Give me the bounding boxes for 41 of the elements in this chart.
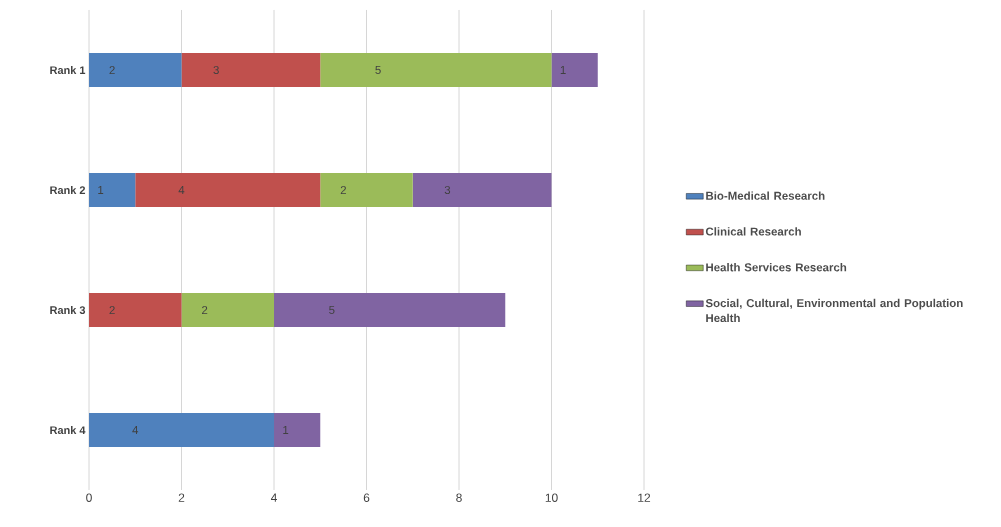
data-label: 2 [109, 65, 115, 74]
bar [551, 52, 598, 87]
data-label: 2 [340, 185, 346, 194]
x-tick-label: 12 [638, 493, 651, 502]
y-tick-label: Rank 2 [50, 185, 86, 195]
bar [89, 292, 182, 327]
x-tick-label: 10 [545, 493, 558, 502]
data-label: 1 [283, 426, 289, 434]
data-label: 1 [560, 66, 566, 74]
data-label: 3 [444, 185, 451, 195]
bar [89, 412, 275, 447]
x-tick-label: 6 [363, 493, 370, 502]
y-tick-label: Rank 3 [50, 305, 86, 315]
data-label: 2 [202, 305, 208, 314]
data-label: 2 [109, 305, 115, 314]
x-tick-label: 2 [178, 493, 185, 502]
bar [274, 412, 321, 447]
data-label: 3 [213, 65, 219, 75]
legend-label: Bio-Medical Research [706, 191, 825, 200]
bar [89, 172, 136, 207]
bar [274, 292, 506, 327]
legend-label: Clinical Research [705, 227, 801, 236]
y-tick-label: Rank 1 [50, 65, 86, 75]
data-label: 4 [178, 186, 185, 194]
data-label: 4 [132, 426, 139, 434]
x-tick-label: 0 [86, 493, 92, 502]
bar [181, 292, 275, 327]
y-tick-label: Rank 4 [50, 425, 86, 435]
bar [320, 172, 413, 207]
bar [89, 52, 182, 87]
bar [135, 172, 321, 207]
data-label: 1 [98, 186, 104, 194]
x-tick-label: 4 [270, 493, 277, 502]
legend-label: Social, Cultural, Environmental and Population Health [705, 298, 963, 323]
bar [412, 172, 552, 207]
data-label: 5 [375, 66, 381, 74]
bar [181, 52, 321, 87]
x-tick-label: 8 [456, 493, 462, 502]
legend-label: Health Services Research [706, 262, 847, 272]
bar [320, 52, 552, 87]
data-label: 5 [329, 306, 335, 314]
